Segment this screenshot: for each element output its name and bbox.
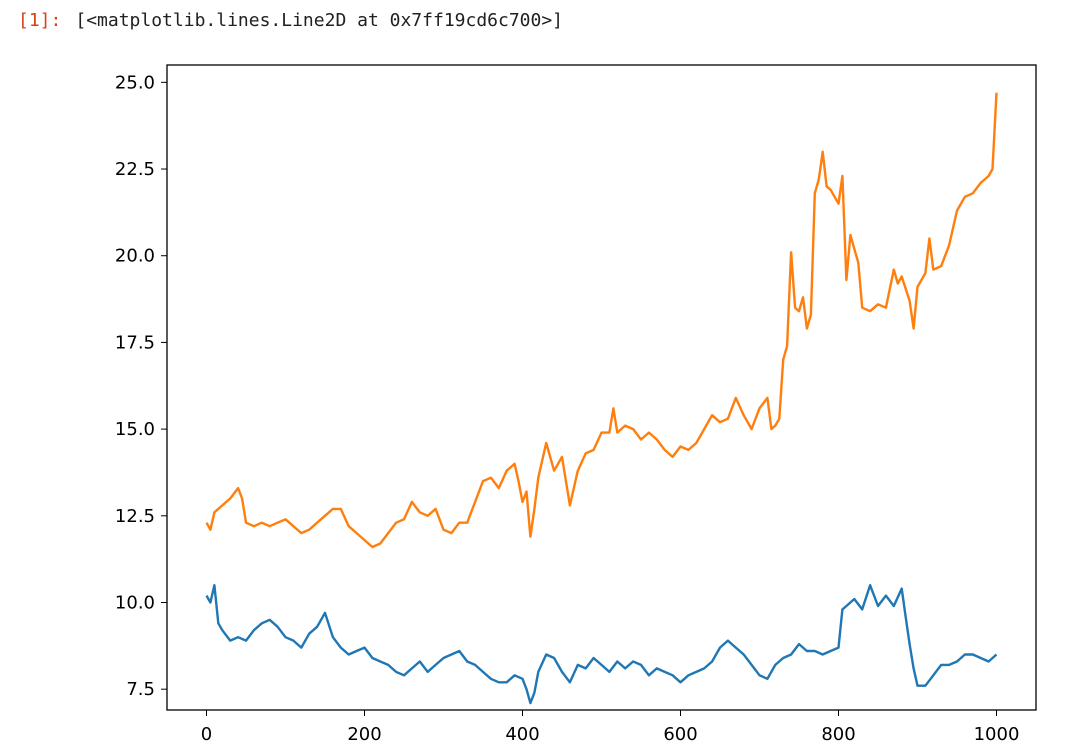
series-layer [205, 92, 998, 705]
series-line-0 [205, 584, 998, 705]
y-tick-label: 7.5 [126, 679, 155, 700]
x-axis: 0 200 400 600 800 1000 [201, 710, 1020, 745]
y-tick-label: 10.0 [115, 593, 155, 614]
x-tick-label: 800 [821, 724, 855, 745]
y-tick-label: 15.0 [115, 419, 155, 440]
x-tick-label: 400 [505, 724, 539, 745]
output-repr-text: [<matplotlib.lines.Line2D at 0x7ff19cd6c… [75, 10, 564, 31]
x-tick-label: 200 [347, 724, 381, 745]
output-prompt: [1]: [18, 10, 62, 31]
y-tick-label: 25.0 [115, 72, 155, 93]
y-axis: 7.5 10.0 12.5 15.0 17.5 20.0 22.5 25.0 [115, 72, 167, 700]
x-tick-label: 0 [201, 724, 212, 745]
y-tick-label: 20.0 [115, 246, 155, 267]
output-repr-line: [1]: [<matplotlib.lines.Line2D at 0x7ff19… [18, 9, 563, 33]
series-line-1 [205, 92, 998, 549]
x-tick-label: 600 [663, 724, 697, 745]
x-tick-label: 1000 [974, 724, 1020, 745]
axes-frame [166, 64, 1037, 711]
y-tick-label: 17.5 [115, 332, 155, 353]
y-tick-label: 12.5 [115, 506, 155, 527]
y-tick-label: 22.5 [115, 159, 155, 180]
